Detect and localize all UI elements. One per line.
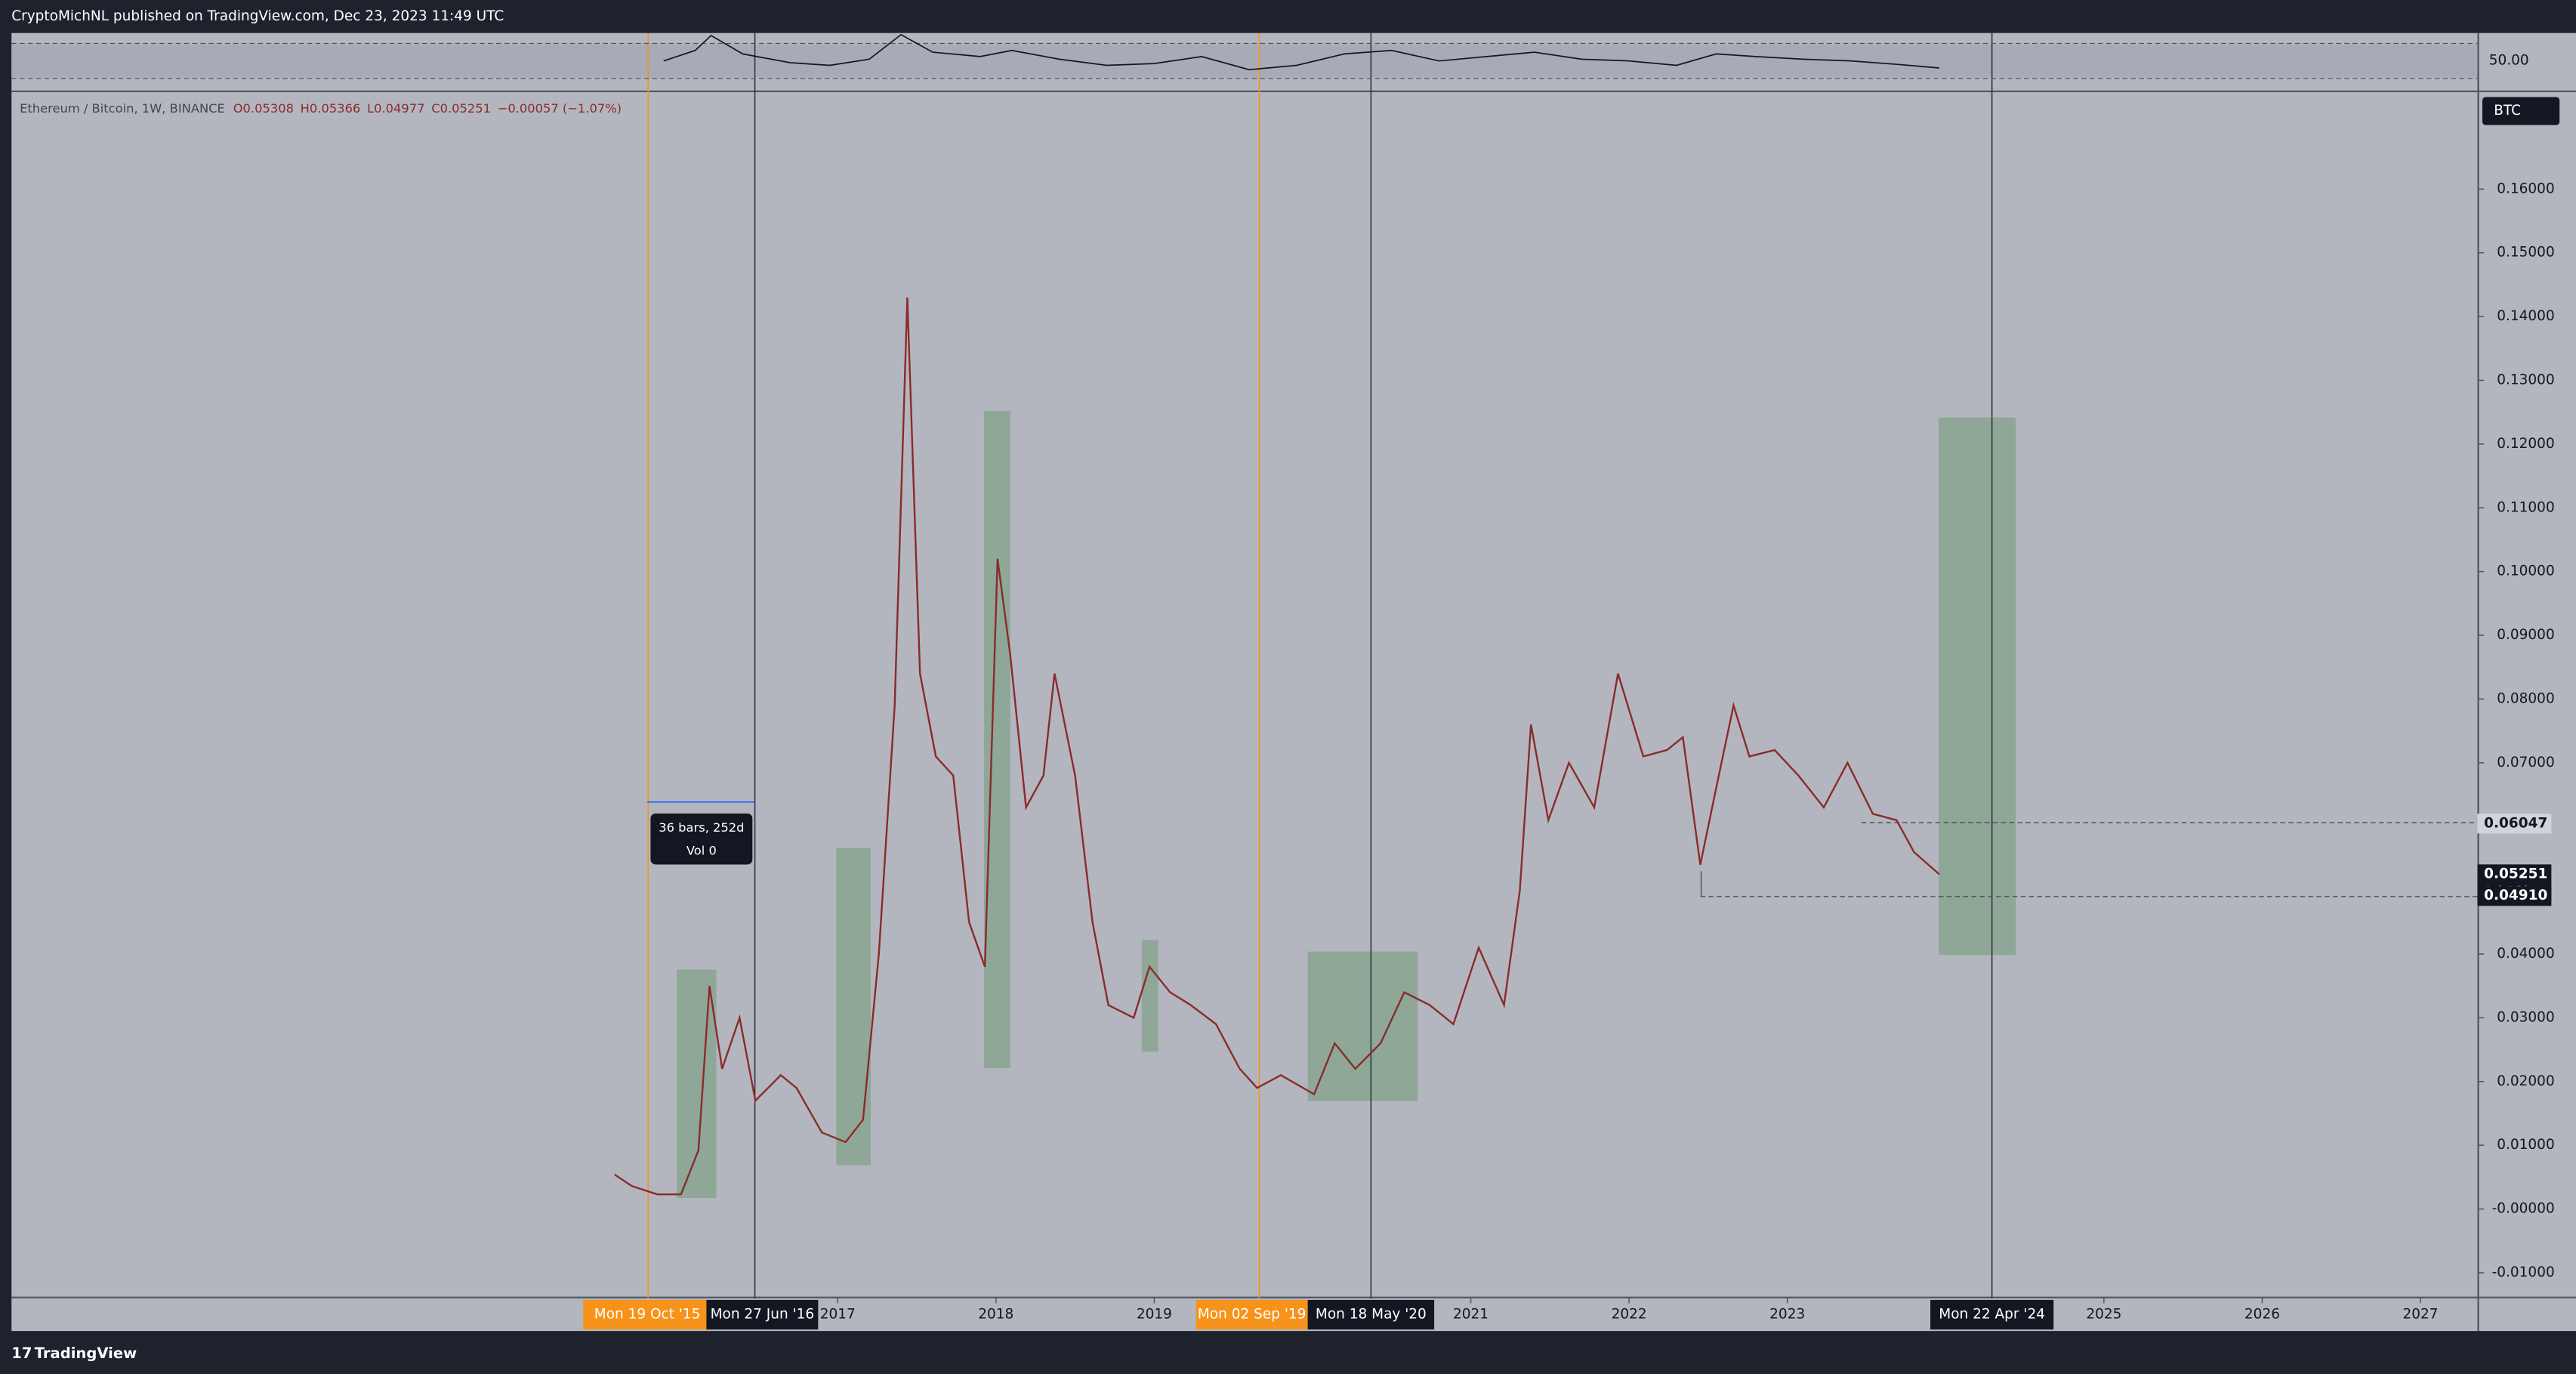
y-tick-label: 0.14000 <box>2497 308 2554 324</box>
axes: 0.16000 0.15000 0.14000 0.13000 0.12000 0.110… <box>583 181 2555 1330</box>
y-tick-label: 0.11000 <box>2497 499 2554 515</box>
box <box>1307 951 1418 1101</box>
symbol-name: Ethereum / Bitcoin, 1W, BINANCE <box>20 100 225 115</box>
close: C0.05251 <box>431 100 491 115</box>
x-tick-label: 2021 <box>1453 1306 1489 1322</box>
rsi-line <box>663 33 1939 71</box>
box <box>677 969 717 1199</box>
x-tick-label: 2019 <box>1137 1306 1172 1322</box>
y-tick-label: 0.04000 <box>2497 946 2554 962</box>
x-tick-label: 2018 <box>978 1306 1013 1322</box>
plot <box>11 33 2478 1196</box>
date-marker-box <box>1195 1299 1308 1330</box>
currency: BTC <box>2494 103 2521 119</box>
y-tick-label: 0.09000 <box>2497 627 2554 643</box>
x-tick-label: 2017 <box>820 1306 856 1322</box>
price-label: 0.05251 <box>2484 866 2547 882</box>
rsi-level: 50.00 <box>2489 53 2529 69</box>
brand-logo: 17 <box>11 1345 32 1362</box>
x-tick-label: 2023 <box>1769 1306 1805 1322</box>
y-tick-label: 0.10000 <box>2497 563 2554 579</box>
date-marker: Mon 18 May '20 <box>1316 1306 1427 1322</box>
price-label: 0.06047 <box>2484 815 2547 831</box>
box <box>836 848 871 1166</box>
y-tick-label: 0.01000 <box>2497 1137 2554 1153</box>
currency-box <box>2482 97 2560 125</box>
date-marker-box <box>706 1299 819 1330</box>
price-line <box>614 297 1940 1196</box>
brand[interactable]: TradingView <box>35 1345 137 1362</box>
change: −0.00057 (−1.07%) <box>498 100 622 115</box>
box <box>984 411 1010 1069</box>
measure-bars: 36 bars, 252d <box>659 820 744 835</box>
measure-box <box>650 814 753 865</box>
rsi-band <box>11 44 2478 78</box>
y-tick-label: -0.00000 <box>2492 1201 2555 1217</box>
date-marker: Mon 19 Oct '15 <box>594 1306 701 1322</box>
box <box>1938 417 2016 956</box>
footer-bar <box>0 1331 2576 1374</box>
measure-volume: Vol 0 <box>686 844 717 858</box>
chart-area <box>11 32 2576 1332</box>
date-marker-box <box>1307 1299 1435 1330</box>
y-tick-label: 0.13000 <box>2497 372 2554 387</box>
date-marker: Mon 22 Apr '24 <box>1939 1306 2045 1322</box>
y-tick-label: 0.07000 <box>2497 755 2554 770</box>
y-tick-label: 0.08000 <box>2497 690 2554 706</box>
y-tick-label: -0.01000 <box>2492 1264 2555 1280</box>
date-marker: Mon 27 Jun '16 <box>711 1306 815 1322</box>
symbol: Ethereum / Bitcoin, 1W, BINANCE O0.05308 H… <box>20 100 622 115</box>
date-marker-box <box>583 1299 711 1330</box>
x-tick-label: 2022 <box>1612 1306 1647 1322</box>
drawings <box>677 411 2016 1199</box>
price-label: 0.04910 <box>2484 888 2547 903</box>
x-tick-label: 2027 <box>2403 1306 2439 1322</box>
high: H0.05366 <box>301 100 361 115</box>
box <box>1141 940 1158 1052</box>
x-tick-label: 2025 <box>2086 1306 2121 1322</box>
y-tick-label: 0.15000 <box>2497 245 2554 261</box>
price-label-box <box>2477 814 2552 834</box>
open: O0.05308 <box>233 100 294 115</box>
legend: Ethereum / Bitcoin, 1W, BINANCE O0.05308 H… <box>20 100 622 115</box>
y-tick-label: 0.12000 <box>2497 436 2554 452</box>
date-marker-box <box>1930 1299 2054 1330</box>
y-tick-label: 0.16000 <box>2497 181 2554 196</box>
low: L0.04977 <box>367 100 424 115</box>
publisher: CryptoMichNL published on TradingView.co… <box>11 8 504 24</box>
date-marker: Mon 02 Sep '19 <box>1198 1306 1307 1322</box>
price-label-box <box>2477 886 2552 906</box>
y-tick-label: 0.02000 <box>2497 1073 2554 1089</box>
x-tick-label: 2026 <box>2244 1306 2280 1322</box>
y-tick-label: 0.03000 <box>2497 1009 2554 1025</box>
